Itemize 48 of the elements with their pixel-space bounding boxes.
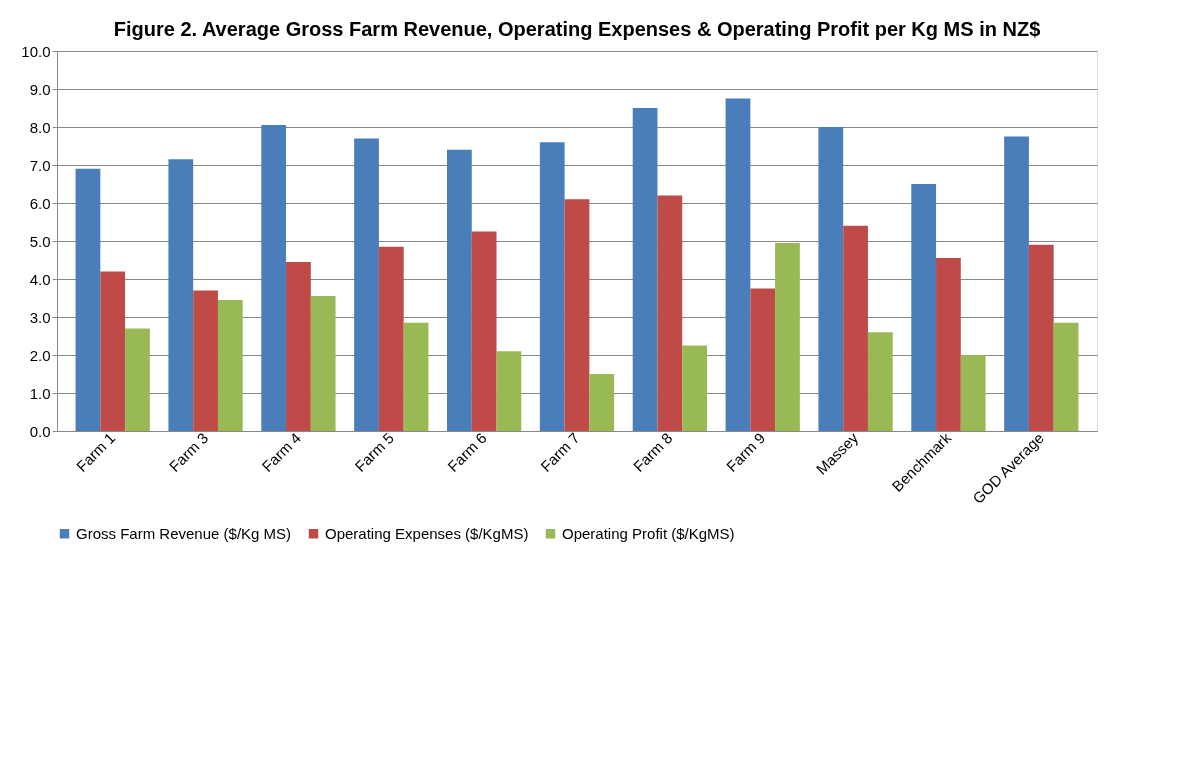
bar	[564, 199, 590, 431]
y-tick-label: 8.0	[29, 118, 51, 136]
bar	[843, 225, 868, 431]
bar	[657, 195, 683, 431]
bar	[867, 332, 893, 431]
bar	[471, 231, 497, 431]
bar	[750, 288, 776, 431]
bar	[496, 351, 522, 431]
y-tick-label: 4.0	[29, 270, 51, 288]
bar	[310, 296, 336, 431]
legend-label: Operating Profit ($/KgMS)	[562, 524, 735, 542]
y-tick-label: 10.0	[21, 42, 51, 60]
bar	[75, 168, 101, 431]
bar	[168, 159, 194, 431]
bar	[632, 108, 658, 431]
bar	[818, 127, 844, 431]
bar	[936, 258, 961, 431]
bar	[1028, 244, 1054, 431]
y-tick-label: 3.0	[29, 308, 51, 326]
bar	[261, 125, 287, 431]
bar	[286, 261, 311, 431]
bar	[378, 246, 404, 431]
bar	[193, 290, 218, 431]
y-tick-label: 7.0	[29, 156, 51, 174]
bar	[911, 184, 937, 431]
y-tick-label: 2.0	[29, 346, 51, 364]
bar	[125, 328, 150, 431]
chart-title: Figure 2. Average Gross Farm Revenue, Operating Expenses & Operating Profit per Kg MS in NZ$	[113, 18, 1041, 40]
y-tick-label: 0.0	[29, 422, 51, 440]
bar	[447, 149, 472, 431]
bar	[775, 242, 800, 431]
y-tick-label: 6.0	[29, 194, 51, 212]
legend-label: Operating Expenses ($/KgMS)	[325, 524, 529, 542]
legend-label: Gross Farm Revenue ($/Kg MS)	[76, 524, 292, 542]
y-tick-label: 9.0	[29, 80, 51, 98]
y-tick-label: 5.0	[29, 232, 51, 250]
bar	[100, 271, 126, 431]
y-tick-label: 1.0	[29, 384, 51, 402]
bar	[1053, 322, 1079, 431]
bar	[539, 142, 565, 431]
bar	[589, 374, 615, 431]
bar	[354, 138, 379, 431]
bar	[403, 322, 429, 431]
bar	[682, 345, 707, 431]
bar	[1004, 136, 1029, 431]
bar	[217, 299, 243, 431]
bar	[725, 98, 751, 431]
bar	[960, 355, 986, 431]
